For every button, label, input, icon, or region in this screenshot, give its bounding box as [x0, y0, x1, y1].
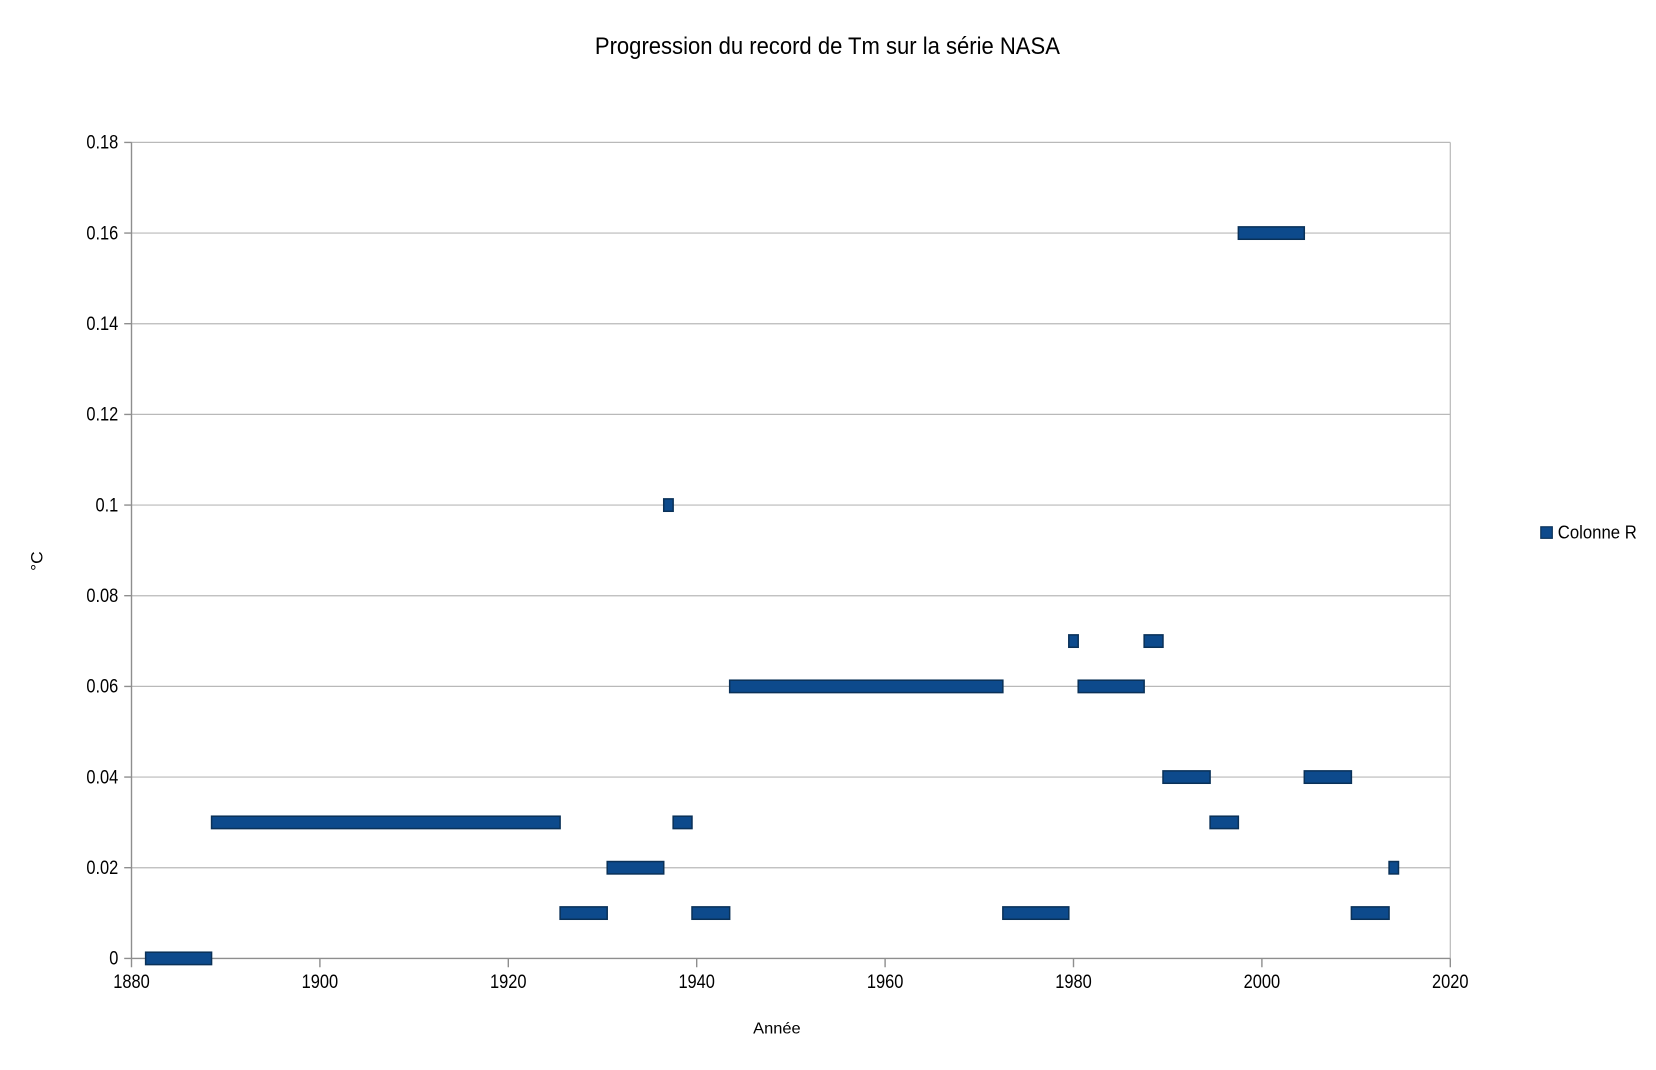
svg-text:2020: 2020	[1432, 972, 1469, 993]
svg-text:0.16: 0.16	[86, 223, 118, 244]
svg-text:Progression du record de Tm su: Progression du record de Tm sur la série…	[595, 34, 1060, 60]
svg-text:0.12: 0.12	[86, 405, 118, 426]
svg-text:2000: 2000	[1244, 972, 1281, 993]
svg-text:1880: 1880	[113, 972, 150, 993]
svg-text:0: 0	[109, 949, 118, 970]
svg-text:°C: °C	[28, 551, 47, 571]
svg-text:0.08: 0.08	[86, 586, 118, 607]
svg-text:1940: 1940	[678, 972, 715, 993]
svg-text:0.14: 0.14	[86, 314, 118, 335]
svg-text:0.1: 0.1	[96, 495, 119, 516]
svg-text:1920: 1920	[490, 972, 527, 993]
svg-text:Colonne R: Colonne R	[1558, 522, 1637, 543]
svg-text:Année: Année	[753, 1021, 801, 1038]
svg-text:0.04: 0.04	[86, 767, 118, 788]
svg-text:0.18: 0.18	[86, 133, 118, 154]
svg-text:0.02: 0.02	[86, 858, 118, 879]
svg-text:0.06: 0.06	[86, 677, 118, 698]
svg-text:1980: 1980	[1055, 972, 1092, 993]
svg-text:1960: 1960	[867, 972, 904, 993]
svg-text:1900: 1900	[302, 972, 339, 993]
